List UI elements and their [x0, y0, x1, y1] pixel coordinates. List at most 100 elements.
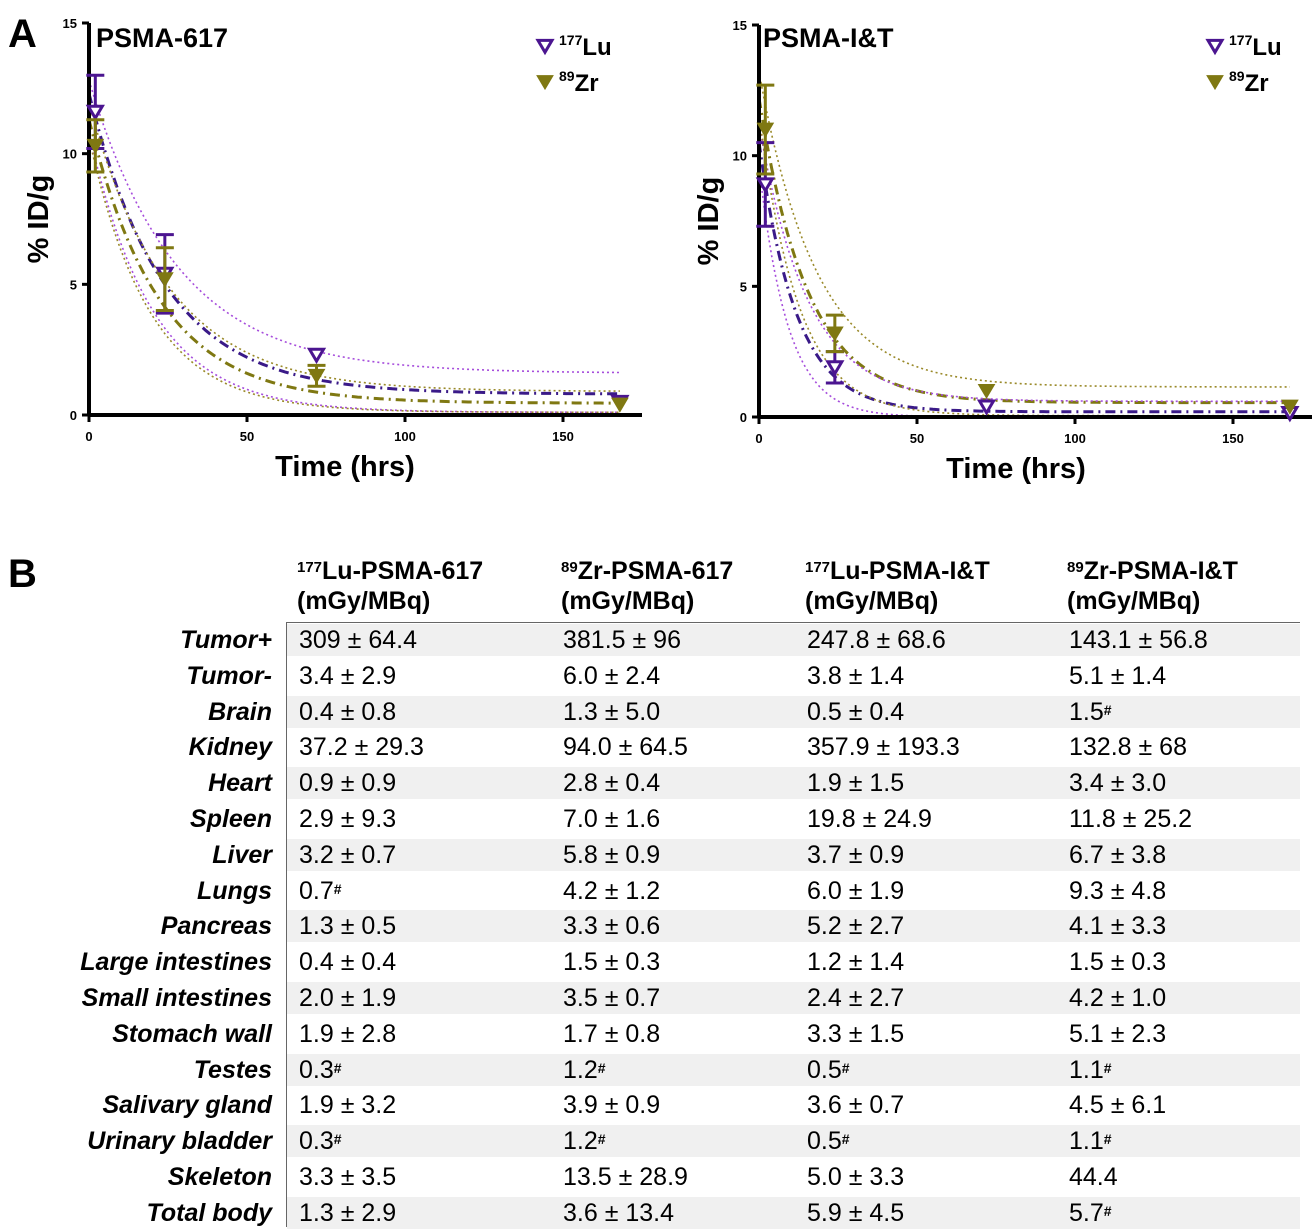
legend-label-177Lu: 177Lu [1229, 32, 1282, 61]
y-tick-label: 15 [733, 18, 747, 33]
table-cell: 3.7 ± 0.9 [807, 840, 904, 870]
cell-value: 1.9 ± 3.2 [299, 1091, 397, 1120]
y-axis-label: % ID/g [693, 177, 725, 266]
table-row: Salivary gland 1.9 ± 3.2 3.9 ± 0.9 3.6 ± 0.… [0, 1087, 1312, 1123]
table-cell: 1.3 ± 5.0 [563, 697, 660, 727]
table-cell: 247.8 ± 68.6 [807, 625, 946, 655]
cell-value: 94.0 ± 64.5 [563, 733, 688, 762]
row-label: Brain [208, 697, 272, 726]
y-tick-label: 0 [740, 410, 747, 425]
row-label: Lungs [197, 876, 272, 905]
cell-value: 5.2 ± 2.7 [807, 912, 905, 941]
cell-value: 1.3 ± 2.9 [299, 1198, 397, 1227]
table-cell: 4.2 ± 1.0 [1069, 983, 1166, 1013]
chart-1: 0 50 100 150 0 5 10 15 PSMA-617 Time (hrs) % ID/g 1… [23, 16, 642, 483]
cell-value: 0.5 [807, 1055, 842, 1084]
y-axis-label: % ID/g [23, 175, 55, 264]
table-cell: 3.8 ± 1.4 [807, 661, 904, 691]
table-cell: 2.0 ± 1.9 [299, 983, 396, 1013]
cell-value: 7.0 ± 1.6 [563, 805, 661, 833]
table-cell: 3.6 ± 13.4 [563, 1198, 674, 1228]
cell-value: 3.7 ± 0.9 [807, 840, 905, 869]
table-cell: 2.8 ± 0.4 [563, 768, 660, 798]
cell-value: 6.0 ± 1.9 [807, 876, 905, 905]
legend-label-main: Lu [582, 34, 611, 61]
table-cell: 11.8 ± 25.2 [1069, 804, 1192, 834]
cell-value: 5.7 [1069, 1198, 1104, 1227]
x-tick-label: 100 [394, 429, 416, 444]
table-row: Tumor- 3.4 ± 2.9 6.0 ± 2.4 3.8 ± 1.4 5.1 ± 1… [0, 658, 1312, 694]
table-cell: 1.9 ± 2.8 [299, 1019, 396, 1049]
legend-label-177Lu: 177Lu [559, 32, 612, 61]
table-cell: 2.9 ± 9.3 [299, 804, 396, 834]
cell-value: 4.2 ± 1.0 [1069, 984, 1167, 1012]
column-header-isotope: 177 [805, 559, 831, 576]
table-cell: 1.9 ± 3.2 [299, 1090, 396, 1120]
table-cell: 3.9 ± 0.9 [563, 1090, 660, 1120]
table-cell: 132.8 ± 68 [1069, 732, 1187, 762]
table-row: Skeleton 3.3 ± 3.5 13.5 ± 28.9 5.0 ± 3.3 44.… [0, 1159, 1312, 1195]
legend-marker-177Lu [1205, 38, 1225, 56]
cell-footnote-mark: # [1103, 1202, 1112, 1219]
table-cell: 0.9 ± 0.9 [299, 768, 396, 798]
fit-curve-89Zr-4 [758, 71, 1290, 388]
cell-value: 9.3 ± 4.8 [1069, 876, 1167, 905]
table-cell: 0.5# [807, 1126, 850, 1156]
table-cell: 4.1 ± 3.3 [1069, 911, 1166, 941]
column-header-unit: (mGy/MBq) [561, 587, 695, 615]
cell-value: 1.1 [1069, 1127, 1104, 1156]
cell-value: 3.9 ± 0.9 [563, 1091, 661, 1120]
panel-label-a: A [8, 12, 37, 56]
cell-value: 357.9 ± 193.3 [807, 733, 960, 762]
table-cell: 5.9 ± 4.5 [807, 1198, 904, 1228]
table-cell: 6.0 ± 1.9 [807, 876, 904, 906]
x-axis-label: Time (hrs) [275, 451, 415, 483]
table-cell: 1.9 ± 1.5 [807, 768, 904, 798]
table-cell: 5.1 ± 2.3 [1069, 1019, 1166, 1049]
table-cell: 3.3 ± 1.5 [807, 1019, 904, 1049]
table-cell: 0.4 ± 0.4 [299, 947, 396, 977]
legend-label-main: Zr [1245, 70, 1269, 97]
table-cell: 13.5 ± 28.9 [563, 1162, 688, 1192]
cell-value: 3.3 ± 1.5 [807, 1019, 905, 1048]
table-cell: 309 ± 64.4 [299, 625, 417, 655]
cell-value: 2.9 ± 9.3 [299, 805, 397, 833]
table-top-rule [286, 622, 1300, 623]
cell-footnote-mark: # [1103, 1131, 1112, 1148]
cell-value: 0.5 [807, 1127, 842, 1156]
row-background [287, 695, 1300, 728]
cell-value: 1.2 [563, 1127, 598, 1156]
cell-value: 1.9 ± 2.8 [299, 1019, 397, 1048]
table-cell: 19.8 ± 24.9 [807, 804, 932, 834]
legend-label-sup: 89 [1229, 68, 1245, 84]
table-cell: 6.7 ± 3.8 [1069, 840, 1166, 870]
column-header-isotope: 89 [561, 559, 578, 576]
y-tick-label: 15 [63, 16, 77, 31]
table-cell: 3.3 ± 3.5 [299, 1162, 396, 1192]
table-cell: 5.7# [1069, 1198, 1112, 1228]
cell-value: 1.2 ± 1.4 [807, 948, 905, 977]
table-cell: 9.3 ± 4.8 [1069, 876, 1166, 906]
column-header-name: Zr-PSMA-617 [577, 557, 734, 585]
x-tick-label: 0 [755, 431, 762, 446]
table-cell: 0.3# [299, 1055, 342, 1085]
cell-value: 11.8 ± 25.2 [1069, 805, 1193, 833]
cell-value: 4.2 ± 1.2 [563, 876, 661, 905]
cell-footnote-mark: # [1103, 1059, 1112, 1076]
cell-footnote-mark: # [597, 1131, 606, 1148]
cell-value: 247.8 ± 68.6 [807, 626, 946, 654]
table-row: Spleen 2.9 ± 9.3 7.0 ± 1.6 19.8 ± 24.9 11.8 … [0, 801, 1312, 837]
table-cell: 94.0 ± 64.5 [563, 732, 688, 762]
y-tick-label: 5 [740, 279, 747, 294]
cell-value: 3.6 ± 13.4 [563, 1198, 675, 1227]
table-cell: 3.6 ± 0.7 [807, 1090, 904, 1120]
cell-value: 2.4 ± 2.7 [807, 984, 905, 1012]
x-tick-label: 150 [1222, 431, 1244, 446]
x-tick-label: 100 [1064, 431, 1086, 446]
table-row: Heart 0.9 ± 0.9 2.8 ± 0.4 1.9 ± 1.5 3.4 ± 3.… [0, 765, 1312, 801]
row-label: Salivary gland [102, 1091, 272, 1120]
y-tick-label: 5 [70, 277, 77, 292]
table-cell: 3.5 ± 0.7 [563, 983, 660, 1013]
column-header: 89Zr-PSMA-617 (mGy/MBq) [561, 556, 733, 616]
data-point-177Lu [825, 360, 845, 377]
